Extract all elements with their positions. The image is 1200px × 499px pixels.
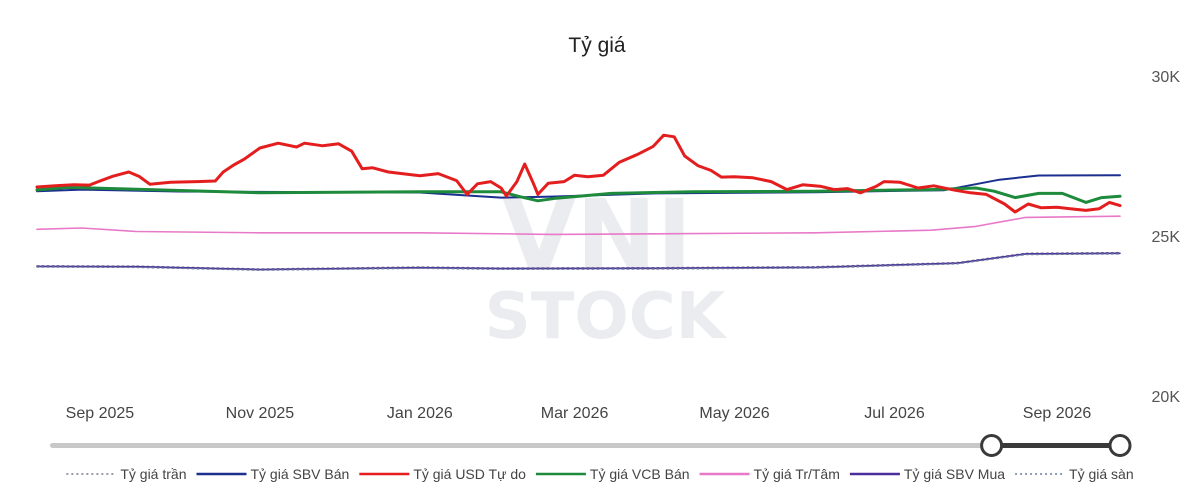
legend-label: Tỷ giá SBV Bán xyxy=(250,466,349,482)
series-line-ty-gia-usd-tu-do[interactable] xyxy=(35,133,1122,214)
legend-label: Tỷ giá VCB Bán xyxy=(590,466,690,482)
series-line-ty-gia-vcb-ban[interactable] xyxy=(35,185,1122,204)
x-tick-label: Mar 2026 xyxy=(541,405,609,422)
y-axis: 30K 25K 20K xyxy=(1152,69,1181,406)
legend-label: Tỷ giá sàn xyxy=(1069,466,1134,482)
series-line-ty-gia-san[interactable] xyxy=(36,253,1121,271)
y-tick-label: 20K xyxy=(1152,389,1181,406)
legend-item-ty-gia-san[interactable]: Tỷ giá sàn xyxy=(1015,466,1134,482)
slider-track[interactable] xyxy=(50,443,1120,448)
x-tick-label: May 2026 xyxy=(699,405,769,422)
legend: Tỷ giá trần Tỷ giá SBV Bán Tỷ giá USD Tự d… xyxy=(66,466,1134,482)
legend-label: Tỷ giá SBV Mua xyxy=(904,466,1005,482)
legend-item-ty-gia-usd-tu-do[interactable]: Tỷ giá USD Tự do xyxy=(359,466,526,482)
range-slider[interactable] xyxy=(50,434,1132,457)
x-tick-label: Jan 2026 xyxy=(387,405,453,422)
x-tick-label: Jul 2026 xyxy=(864,405,925,422)
series-line-ty-gia-tr-tam[interactable] xyxy=(36,215,1121,236)
legend-label: Tỷ giá USD Tự do xyxy=(413,466,526,482)
watermark-stock: STOCK xyxy=(485,280,728,354)
x-tick-label: Nov 2025 xyxy=(226,405,295,422)
x-tick-label: Sep 2026 xyxy=(1023,405,1092,422)
legend-item-ty-gia-vcb-ban[interactable]: Tỷ giá VCB Bán xyxy=(535,466,690,482)
slider-handle-start[interactable] xyxy=(980,434,1004,457)
legend-item-ty-gia-tr-tam[interactable]: Tỷ giá Tr/Tâm xyxy=(699,466,840,482)
chart-title: Tỷ giá xyxy=(568,34,626,57)
slider-selected-range[interactable] xyxy=(991,443,1120,448)
legend-item-ty-gia-sbv-ban[interactable]: Tỷ giá SBV Bán xyxy=(196,466,349,482)
y-tick-label: 30K xyxy=(1152,69,1181,86)
legend-item-ty-gia-tran[interactable]: Tỷ giá trần xyxy=(66,466,186,482)
series-layer xyxy=(35,133,1122,271)
watermark-logo: VNI STOCK xyxy=(485,179,728,354)
x-tick-label: Sep 2025 xyxy=(66,405,135,422)
slider-handle-end[interactable] xyxy=(1108,434,1132,457)
legend-label: Tỷ giá Tr/Tâm xyxy=(754,466,840,482)
legend-label: Tỷ giá trần xyxy=(120,466,186,482)
legend-item-ty-gia-sbv-mua[interactable]: Tỷ giá SBV Mua xyxy=(849,466,1005,482)
y-tick-label: 25K xyxy=(1152,229,1181,246)
x-axis: Sep 2025 Nov 2025 Jan 2026 Mar 2026 May 2026… xyxy=(66,405,1092,422)
